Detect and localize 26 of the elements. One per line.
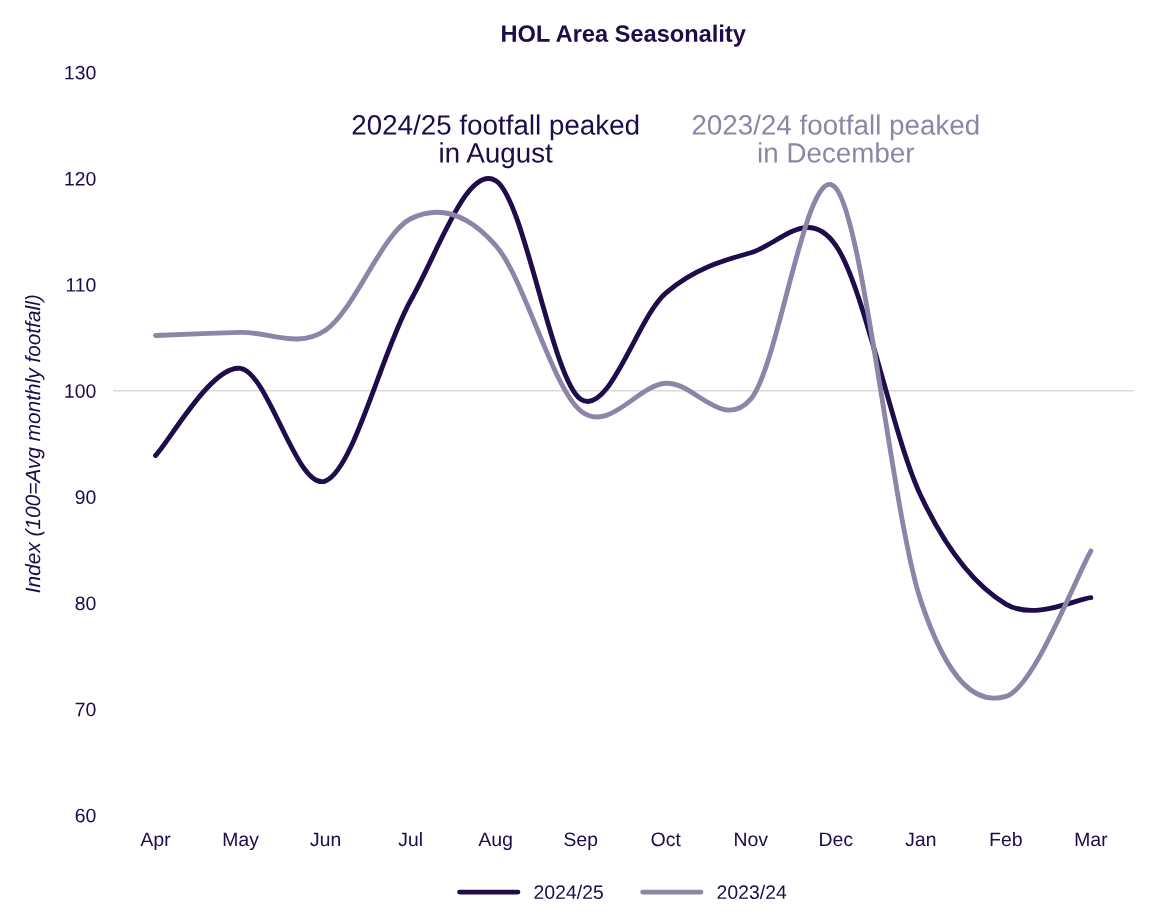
y-tick-label: 130 [65,65,96,80]
x-tick-label: Mar [1075,832,1108,847]
chart-title: HOL Area Seasonality [502,24,746,47]
y-tick-label: 80 [75,596,96,611]
x-tick-label: Nov [735,832,768,847]
x-tick-label: Oct [651,832,681,847]
y-tick-label: 110 [66,278,96,292]
y-tick-label: 120 [65,171,96,186]
x-tick-label: Aug [478,832,512,851]
x-tick-label: Jul [398,831,422,847]
x-tick-label: Feb [990,831,1022,847]
x-tick-label: Jan [905,832,936,847]
x-tick-label: Jun [310,832,340,847]
y-axis-title: Index (100=Avg monthly footfall) [25,295,45,593]
legend-label: 2024/25 [534,884,603,900]
x-tick-label: May [223,832,259,851]
legend-label: 2023/24 [717,884,787,900]
x-tick-label: Apr [140,832,171,851]
x-tick-label: Dec [820,832,853,847]
x-tick-label: Sep [564,832,598,851]
y-tick-label: 90 [75,490,96,505]
annotation: 2024/25 footfall peaked in August [352,114,639,169]
y-tick-label: 70 [75,702,96,717]
y-tick-label: 60 [75,808,96,823]
annotation: 2023/24 footfall peaked in December [692,114,979,163]
y-tick-label: 100 [65,384,96,398]
